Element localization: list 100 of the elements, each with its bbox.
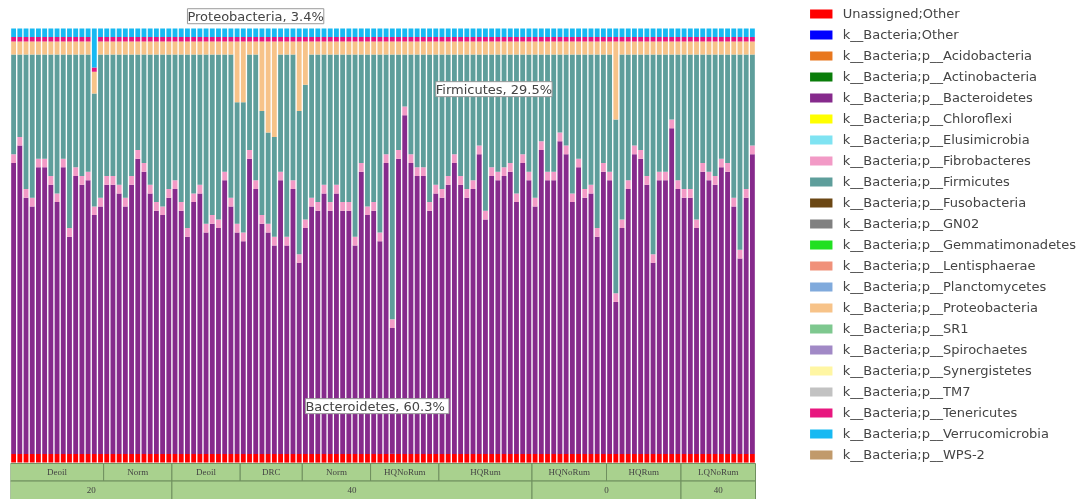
- bar: [644, 176, 650, 185]
- bar: [147, 184, 153, 194]
- bar: [60, 158, 66, 168]
- bar: [520, 154, 526, 163]
- bar: [29, 197, 35, 207]
- bar: [197, 184, 203, 194]
- bar: [247, 149, 252, 159]
- legend-label: k__Bacteria;p__Verrucomicrobia: [842, 424, 1049, 442]
- bar: [85, 41, 91, 55]
- legend-label: k__Bacteria;p__GN02: [842, 214, 980, 232]
- bar: [271, 236, 277, 246]
- bar: [526, 171, 532, 181]
- bar: [265, 223, 271, 233]
- bar: [600, 162, 606, 172]
- bar: [240, 232, 246, 242]
- bar: [712, 176, 718, 185]
- bar: [222, 171, 228, 181]
- legend-label: k__Bacteria;p__Planctomycetes: [842, 277, 1047, 295]
- bar: [228, 197, 234, 207]
- legend-label: k__Bacteria;p__Firmicutes: [842, 172, 1010, 190]
- text: Norm: [325, 466, 347, 477]
- bar: [576, 158, 581, 168]
- text: DRC: [262, 466, 281, 477]
- text: Deoil: [47, 466, 68, 477]
- legend-label: k__Bacteria;p__Tenericutes: [842, 403, 1018, 421]
- legend-label: Unassigned;Other: [842, 4, 960, 22]
- bar: [104, 176, 110, 185]
- bar: [427, 202, 432, 211]
- bar: [402, 106, 408, 116]
- bar: [129, 176, 134, 185]
- legend-label: k__Bacteria;p__TM7: [842, 382, 971, 400]
- bar: [278, 171, 283, 181]
- bar: [135, 149, 141, 159]
- bar: [67, 228, 72, 237]
- bar: [334, 184, 339, 194]
- bar: [296, 254, 302, 263]
- bar: [694, 219, 699, 229]
- bar: [464, 189, 470, 198]
- bar: [191, 193, 197, 203]
- bar: [669, 119, 675, 129]
- bar: [700, 162, 706, 172]
- legend-label: k__Bacteria;p__Proteobacteria: [842, 298, 1039, 316]
- bar: [396, 149, 401, 159]
- legend-label: k__Bacteria;p__Actinobacteria: [842, 67, 1038, 85]
- bar: [85, 171, 91, 181]
- text: 40: [713, 485, 724, 496]
- bar: [625, 180, 631, 190]
- bar: [451, 154, 457, 163]
- text: 20: [86, 485, 97, 496]
- bar: [749, 145, 755, 155]
- text: LQNoRum: [698, 466, 739, 477]
- bar: [234, 223, 240, 233]
- bar: [284, 236, 290, 246]
- bar: [302, 219, 308, 229]
- bar: [569, 193, 575, 203]
- bar: [98, 197, 103, 207]
- bar: [48, 176, 54, 185]
- legend-label: k__Bacteria;p__Bacteroidetes: [842, 88, 1033, 106]
- annotation: Firmicutes, 29.5%: [435, 81, 553, 97]
- bar: [483, 210, 488, 220]
- bar: [166, 189, 172, 198]
- bar: [85, 37, 91, 42]
- bar: [445, 176, 451, 185]
- text: HQRum: [470, 466, 501, 477]
- bar: [185, 228, 190, 237]
- bar: [582, 189, 588, 198]
- annotation: Bacteroidetes, 60.3%: [305, 398, 445, 414]
- bar: [91, 206, 97, 216]
- legend-label: k__Bacteria;p__Spirochaetes: [842, 340, 1028, 358]
- text: Proteobacteria, 3.4%: [187, 8, 324, 24]
- bar: [91, 71, 97, 94]
- bar: [476, 145, 482, 155]
- text: Deoil: [196, 466, 217, 477]
- legend-label: k__Bacteria;p__Acidobacteria: [842, 46, 1032, 64]
- legend-label: k__Bacteria;Other: [842, 25, 959, 43]
- bar: [17, 136, 23, 146]
- bar: [73, 167, 79, 177]
- text: HQRum: [628, 466, 660, 477]
- text: 40: [347, 485, 357, 496]
- bar: [327, 202, 333, 211]
- bar: [743, 189, 749, 198]
- bar: [433, 184, 439, 194]
- legend-label: k__Bacteria;p__Elusimicrobia: [842, 130, 1030, 148]
- bar: [458, 176, 464, 185]
- bar: [613, 293, 619, 302]
- bar: [377, 232, 383, 242]
- bar: [675, 180, 681, 190]
- bar: [731, 197, 737, 207]
- bar: [116, 184, 122, 194]
- legend-label: k__Bacteria;p__Lentisphaerae: [842, 256, 1036, 274]
- legend-label: k__Bacteria;p__Fusobacteria: [842, 193, 1027, 211]
- bar: [11, 154, 17, 163]
- text: Norm: [127, 466, 149, 477]
- legend-label: k__Bacteria;p__Gemmatimonadetes: [842, 235, 1076, 253]
- text: HQNoRum: [383, 466, 426, 477]
- legend-label: k__Bacteria;p__Chloroflexi: [842, 109, 1013, 127]
- text: 0: [604, 485, 610, 496]
- bar: [594, 228, 600, 237]
- bar: [178, 202, 184, 211]
- bar: [607, 171, 613, 181]
